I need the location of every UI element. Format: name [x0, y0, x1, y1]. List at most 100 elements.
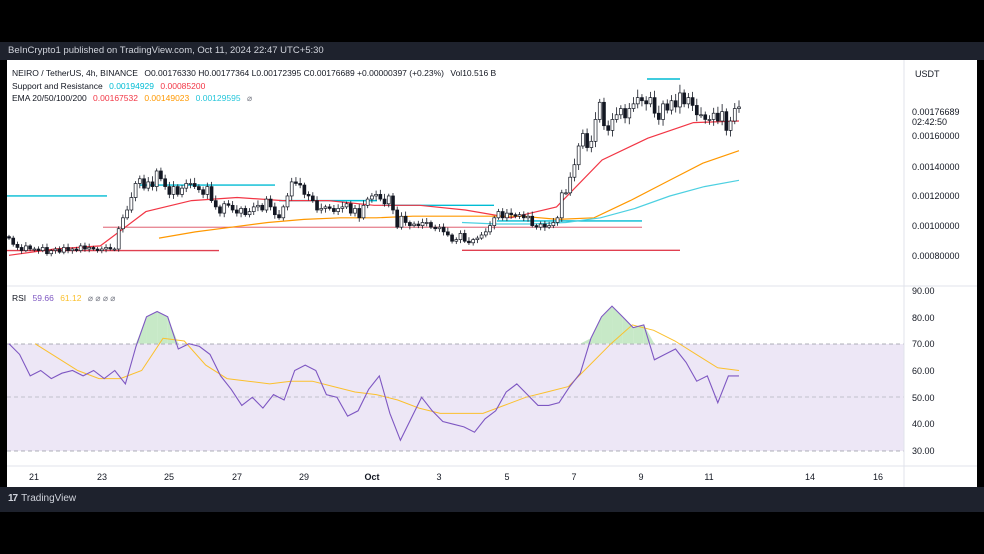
candle-down [66, 247, 70, 251]
candle-up [635, 97, 640, 105]
candle-up [399, 215, 404, 228]
price-tick: 0.00120000 [912, 191, 960, 201]
rsi-overbought-fill [590, 316, 602, 344]
candle-up [112, 248, 117, 251]
x-tick: 14 [805, 472, 815, 482]
ema-legend[interactable]: EMA 20/50/100/200 0.00167532 0.00149023 … [12, 93, 256, 104]
candle-down [500, 211, 505, 219]
candle-down [446, 231, 450, 236]
candle-up [251, 206, 256, 212]
candle-up [526, 215, 530, 219]
candle-up [479, 234, 484, 239]
candle-up [496, 211, 501, 219]
candle-down [260, 204, 265, 211]
candle-down [243, 208, 248, 216]
eye-hidden-icon[interactable]: ⌀ [246, 93, 253, 103]
candles[interactable] [7, 84, 741, 257]
candle-down [306, 194, 311, 197]
candle-down [403, 215, 408, 223]
candle-up [70, 248, 75, 251]
candle-down [391, 195, 395, 211]
tradingview-brand: TradingView [21, 493, 77, 504]
candle-down [150, 181, 155, 187]
rsi-tick: 90.00 [912, 286, 935, 296]
rsi-tick: 60.00 [912, 366, 935, 376]
candle-down [703, 114, 708, 120]
rsi-settings-icons[interactable]: ⌀ ⌀ ⌀ ⌀ [87, 293, 116, 303]
candle-up [412, 223, 416, 226]
candle-down [509, 212, 513, 216]
candle-up [171, 186, 176, 195]
chart-svg[interactable]: USDT 0.00176689 02:42:50 0.00160000 0.00… [7, 60, 977, 487]
price-axis[interactable]: USDT 0.00176689 02:42:50 0.00160000 0.00… [912, 69, 960, 456]
candle-down [163, 178, 167, 187]
candle-up [49, 250, 54, 255]
candle-down [682, 92, 686, 105]
candle-up [488, 225, 492, 233]
rsi-overbought-fill [633, 324, 644, 344]
candle-down [57, 248, 62, 253]
price-tick: 0.00140000 [912, 162, 960, 172]
candle-up [555, 217, 560, 223]
symbol-title[interactable]: NEIRO / TetherUS, 4h, BINANCE [12, 68, 138, 78]
x-tick: 21 [29, 472, 39, 482]
price-tick: 0.00080000 [912, 251, 960, 261]
candle-up [593, 119, 598, 142]
rsi-lines [8, 305, 740, 442]
rsi-tick: 50.00 [912, 393, 935, 403]
candle-down [28, 245, 32, 250]
rsi-ma-line [34, 324, 740, 414]
candle-down [45, 247, 49, 255]
candle-up [353, 208, 357, 214]
ema-label: EMA 20/50/100/200 [12, 93, 87, 103]
x-tick: 3 [436, 472, 441, 482]
x-tick: 27 [232, 472, 242, 482]
candle-up [686, 97, 691, 105]
candle-down [294, 181, 298, 184]
candle-up [40, 247, 45, 251]
candle-up [386, 195, 391, 205]
candle-down [19, 247, 24, 251]
candle-up [289, 181, 294, 197]
rsi-tick: 70.00 [912, 339, 935, 349]
x-tick: 16 [873, 472, 883, 482]
candle-up [576, 145, 581, 166]
candle-down [201, 189, 205, 195]
rsi-overbought-fill [622, 316, 634, 344]
candle-up [699, 114, 703, 117]
candle-down [327, 206, 332, 209]
candle-up [336, 208, 340, 212]
x-tick: 9 [638, 472, 643, 482]
chart-panel[interactable]: USDT 0.00176689 02:42:50 0.00160000 0.00… [7, 60, 977, 487]
symbol-legend: NEIRO / TetherUS, 4h, BINANCE O0.0017633… [12, 68, 500, 78]
candle-up [707, 119, 712, 121]
candle-up [678, 92, 682, 108]
candle-up [631, 103, 636, 109]
currency-label: USDT [915, 69, 940, 79]
candle-down [513, 214, 518, 217]
tradingview-logo[interactable]: 17 TradingView [8, 493, 76, 504]
candle-up [517, 214, 522, 217]
candle-down [7, 236, 11, 239]
x-tick: Oct [364, 472, 379, 482]
rsi-legend[interactable]: RSI 59.66 61.12 ⌀ ⌀ ⌀ ⌀ [12, 293, 119, 304]
candle-down [395, 209, 400, 228]
candle-up [614, 114, 619, 120]
candle-down [441, 226, 446, 233]
candle-up [104, 247, 108, 250]
candle-up [505, 212, 509, 219]
last-price-label: 0.00176689 [912, 107, 960, 117]
sr-legend[interactable]: Support and Resistance 0.00194929 0.0008… [12, 81, 209, 91]
time-axis[interactable]: 21 23 25 27 29 Oct 3 5 7 9 11 14 16 [29, 472, 883, 482]
candle-down [11, 237, 16, 245]
candle-down [108, 247, 113, 250]
candle-up [737, 106, 741, 109]
candle-down [192, 183, 197, 187]
candle-up [116, 228, 121, 250]
candle-up [610, 119, 615, 131]
candle-down [268, 198, 273, 208]
candle-down [690, 97, 695, 106]
candle-up [281, 206, 286, 219]
rsi-value: 59.66 [32, 293, 54, 303]
candle-up [344, 203, 349, 208]
